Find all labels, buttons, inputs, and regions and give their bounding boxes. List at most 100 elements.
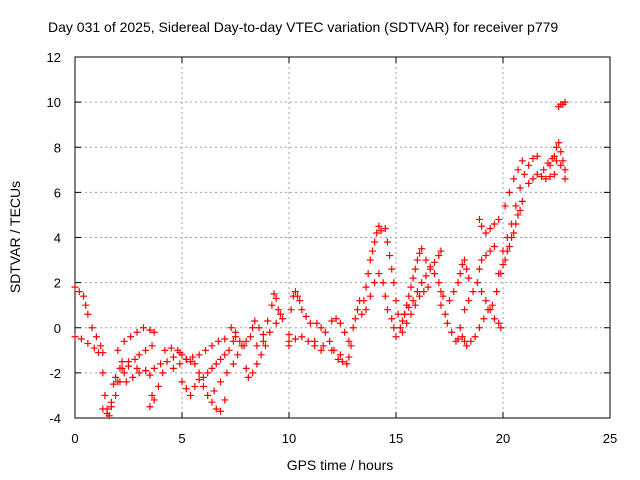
data-point xyxy=(176,360,184,368)
data-point xyxy=(302,312,310,320)
data-point xyxy=(142,346,150,354)
data-point xyxy=(460,337,468,345)
data-point xyxy=(366,256,374,264)
data-point xyxy=(450,288,458,296)
data-point xyxy=(313,319,321,327)
data-point xyxy=(418,279,426,287)
data-point xyxy=(133,328,141,336)
data-point xyxy=(443,319,451,327)
data-point xyxy=(405,303,413,311)
data-point xyxy=(345,353,353,361)
data-point xyxy=(473,279,481,287)
data-point xyxy=(208,398,216,406)
data-point xyxy=(251,317,259,325)
data-point xyxy=(550,170,558,178)
data-point xyxy=(499,247,507,255)
data-point xyxy=(561,175,569,183)
data-point xyxy=(116,378,124,386)
data-point xyxy=(475,324,483,332)
data-point xyxy=(465,297,473,305)
data-point xyxy=(221,351,229,359)
data-point xyxy=(381,224,389,232)
data-point xyxy=(482,252,490,260)
data-point xyxy=(463,265,471,273)
data-point xyxy=(516,206,524,214)
data-point xyxy=(187,358,195,366)
data-point xyxy=(217,355,225,363)
data-point xyxy=(77,335,85,343)
data-point xyxy=(217,378,225,386)
data-point xyxy=(298,306,306,314)
data-point xyxy=(148,391,156,399)
data-point xyxy=(495,319,503,327)
data-point xyxy=(71,283,79,291)
data-point xyxy=(82,301,90,309)
data-point xyxy=(514,211,522,219)
data-point xyxy=(431,258,439,266)
data-point xyxy=(420,288,428,296)
data-point xyxy=(276,310,284,318)
data-point xyxy=(388,265,396,273)
data-point xyxy=(242,337,250,345)
data-point xyxy=(493,288,501,296)
data-point xyxy=(212,405,220,413)
data-point xyxy=(112,373,120,381)
x-tick-label: 5 xyxy=(178,431,185,446)
data-point xyxy=(255,324,263,332)
data-point xyxy=(561,98,569,106)
data-point xyxy=(460,256,468,264)
data-point xyxy=(392,297,400,305)
data-point xyxy=(317,324,325,332)
data-point xyxy=(266,328,274,336)
data-point xyxy=(291,288,299,296)
y-tick-label: 12 xyxy=(47,50,61,65)
data-point xyxy=(538,173,546,181)
data-point xyxy=(490,220,498,228)
data-point xyxy=(465,274,473,282)
data-point xyxy=(343,360,351,368)
data-point xyxy=(163,358,171,366)
data-point xyxy=(413,256,421,264)
data-point xyxy=(236,337,244,345)
data-point xyxy=(405,292,413,300)
data-point xyxy=(439,292,447,300)
data-point xyxy=(488,301,496,309)
data-point xyxy=(398,317,406,325)
data-point xyxy=(418,245,426,253)
data-point xyxy=(478,222,486,230)
data-point xyxy=(553,143,560,151)
data-point xyxy=(90,344,98,352)
data-point xyxy=(92,333,100,341)
data-point xyxy=(501,202,509,210)
data-point xyxy=(210,387,218,395)
data-point xyxy=(411,265,419,273)
data-point xyxy=(167,344,175,352)
data-point xyxy=(199,373,207,381)
data-point xyxy=(264,317,272,325)
data-point xyxy=(371,279,379,287)
data-point xyxy=(501,256,509,264)
data-point xyxy=(291,335,299,343)
data-point xyxy=(383,306,391,314)
data-point xyxy=(388,315,396,323)
data-point xyxy=(478,256,486,264)
data-point xyxy=(437,288,445,296)
data-point xyxy=(467,337,475,345)
data-point xyxy=(540,166,548,174)
data-points xyxy=(71,98,569,420)
data-point xyxy=(110,380,118,388)
data-point xyxy=(221,396,229,404)
data-point xyxy=(475,215,483,223)
data-point xyxy=(407,283,415,291)
data-point xyxy=(471,333,479,341)
data-point xyxy=(480,315,488,323)
data-point xyxy=(321,328,329,336)
data-point xyxy=(146,326,154,334)
data-point xyxy=(557,148,565,156)
x-tick-label: 20 xyxy=(496,431,510,446)
data-point xyxy=(503,234,511,241)
data-point xyxy=(505,243,513,251)
data-point xyxy=(195,351,203,359)
data-point xyxy=(159,369,167,377)
data-point xyxy=(169,353,177,361)
